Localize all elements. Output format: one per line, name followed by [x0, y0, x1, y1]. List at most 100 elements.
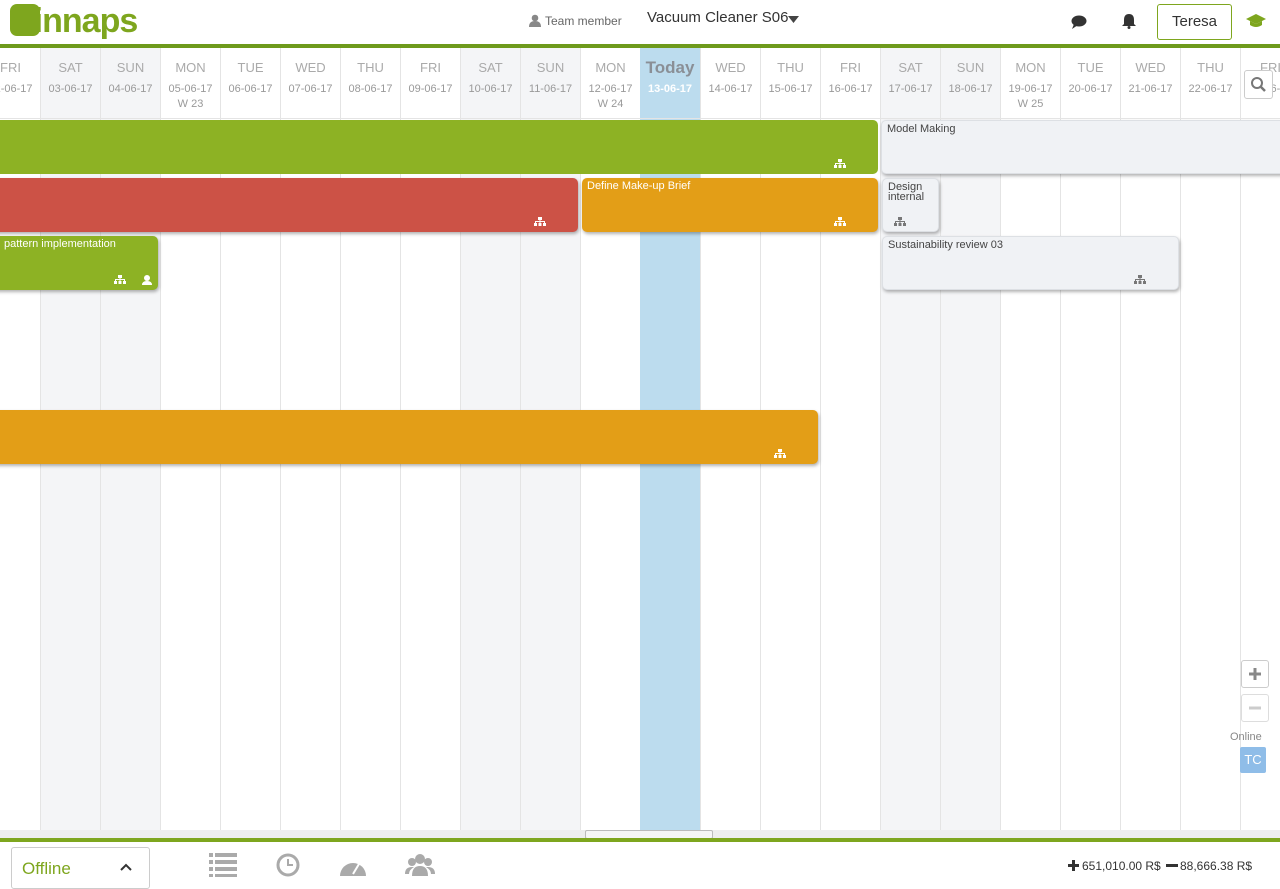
chevron — [120, 863, 132, 871]
hierarchy-icon[interactable] — [114, 275, 126, 285]
day-name: MON — [595, 60, 626, 75]
task-label: Define Make-up Brief — [587, 180, 691, 192]
day-date: 02-06-17 — [0, 83, 33, 95]
online-label: Online — [1230, 731, 1262, 743]
plus-icon — [1249, 668, 1261, 680]
status-text: Offline — [22, 859, 71, 878]
zoom-in[interactable] — [1241, 660, 1269, 688]
clock-icon[interactable] — [276, 853, 300, 877]
hierarchy-icon[interactable] — [834, 217, 846, 227]
hierarchy-icon[interactable] — [1134, 275, 1146, 285]
logo-badge — [10, 4, 40, 36]
logo-text: Sinnaps — [12, 2, 138, 40]
calendar: FRI 02-06-17 SAT 03-06-17 SUN 04-06-17 MON 05-0… — [0, 48, 1280, 830]
day-name: THU — [777, 60, 804, 75]
footer-nav — [209, 853, 435, 877]
footer-line — [0, 838, 1280, 842]
day-name: Today — [645, 58, 695, 77]
day-name: THU — [357, 60, 384, 75]
chat-icon[interactable] — [1071, 15, 1087, 29]
day-date: 06-06-17 — [228, 83, 273, 95]
day-date: 12-06-17 — [588, 83, 633, 95]
day-date: 10-06-17 — [468, 83, 513, 95]
minus-icon — [1249, 706, 1261, 710]
day-date: 16-06-17 — [828, 83, 873, 95]
day-name: MON — [1015, 60, 1046, 75]
day-name: WED — [295, 60, 326, 75]
day-name: FRI — [420, 60, 441, 75]
day-date: 11-06-17 — [528, 83, 573, 95]
dashboard-icon[interactable] — [340, 863, 366, 876]
day-name: SAT — [58, 60, 83, 75]
day-column: SUN 18-06-17 — [940, 48, 1000, 830]
user-button[interactable]: Teresa — [1157, 4, 1232, 40]
day-name: SUN — [116, 60, 145, 75]
task-bar[interactable] — [0, 120, 878, 174]
day-date: 09-06-17 — [408, 83, 453, 95]
task-label: Model Making — [887, 123, 956, 135]
caret[interactable] — [788, 16, 799, 23]
task-bar[interactable]: Design internal — [882, 178, 939, 232]
day-column: WED 21-06-17 — [1120, 48, 1180, 830]
day-name: SUN — [956, 60, 985, 75]
day-date: 17-06-17 — [888, 83, 933, 95]
task-label: pattern implementation — [4, 238, 116, 250]
task-bar[interactable]: pattern implementation — [0, 236, 158, 290]
user-icon — [529, 14, 541, 27]
day-date: 18-06-17 — [948, 83, 993, 95]
day-date: 03-06-17 — [48, 83, 93, 95]
day-name: FRI — [0, 60, 21, 75]
task-bar[interactable]: Model Making — [881, 120, 1280, 174]
day-name: SAT — [478, 60, 503, 75]
task-label: Design internal — [888, 181, 925, 203]
search-icon — [1251, 77, 1266, 92]
hierarchy-icon[interactable] — [834, 159, 846, 169]
day-date: 21-06-17 — [1128, 83, 1173, 95]
day-name: WED — [715, 60, 746, 75]
header: Sinnaps Team member Vacuum Cleaner S06 T… — [0, 0, 1280, 48]
day-column: TUE 20-06-17 — [1060, 48, 1120, 830]
day-name: WED — [1135, 60, 1166, 75]
header-divider — [0, 118, 1280, 119]
day-name: SUN — [536, 60, 565, 75]
hierarchy-icon[interactable] — [534, 217, 546, 227]
scrollbar[interactable] — [0, 830, 1280, 839]
hierarchy-icon[interactable] — [894, 217, 906, 227]
day-date: 13-06-17 — [647, 83, 693, 95]
search-button[interactable] — [1244, 70, 1273, 99]
day-column: FRI 02-06-17 — [0, 48, 40, 830]
day-date: 20-06-17 — [1068, 83, 1113, 95]
list-icon[interactable] — [209, 853, 237, 877]
day-date: 19-06-17 — [1008, 83, 1053, 95]
day-date: 04-06-17 — [108, 83, 153, 95]
task-bar[interactable] — [0, 178, 578, 232]
bell-icon[interactable] — [1122, 13, 1136, 29]
role[interactable]: Team member — [545, 14, 622, 28]
day-column: MON 19-06-17 W 25 — [1000, 48, 1060, 830]
project[interactable]: Vacuum Cleaner S06 — [647, 9, 789, 26]
team-icon[interactable] — [405, 854, 435, 876]
avatar[interactable]: TC — [1240, 747, 1266, 773]
plus-sign — [1068, 860, 1079, 871]
income: 651,010.00 R$ — [1082, 859, 1161, 873]
task-label: Sustainability review 03 — [888, 239, 1003, 251]
zoom-out[interactable] — [1241, 694, 1269, 722]
day-name: MON — [175, 60, 206, 75]
day-date: 14-06-17 — [708, 83, 753, 95]
day-name: THU — [1197, 60, 1224, 75]
day-date: 07-06-17 — [288, 83, 333, 95]
day-date: 05-06-17 — [168, 83, 213, 95]
day-column: FRI 16-06-17 — [820, 48, 880, 830]
day-date: 15-06-17 — [768, 83, 813, 95]
week-number: W 23 — [177, 98, 204, 110]
task-bar[interactable]: Define Make-up Brief — [582, 178, 878, 232]
day-date: 08-06-17 — [348, 83, 393, 95]
day-name: TUE — [237, 60, 264, 75]
week-number: W 24 — [597, 98, 624, 110]
assignee-icon[interactable] — [141, 275, 153, 285]
task-bar[interactable]: Sustainability review 03 — [882, 236, 1179, 290]
task-bar[interactable] — [0, 410, 818, 464]
academy-icon[interactable] — [1246, 14, 1266, 29]
hierarchy-icon[interactable] — [774, 449, 786, 459]
